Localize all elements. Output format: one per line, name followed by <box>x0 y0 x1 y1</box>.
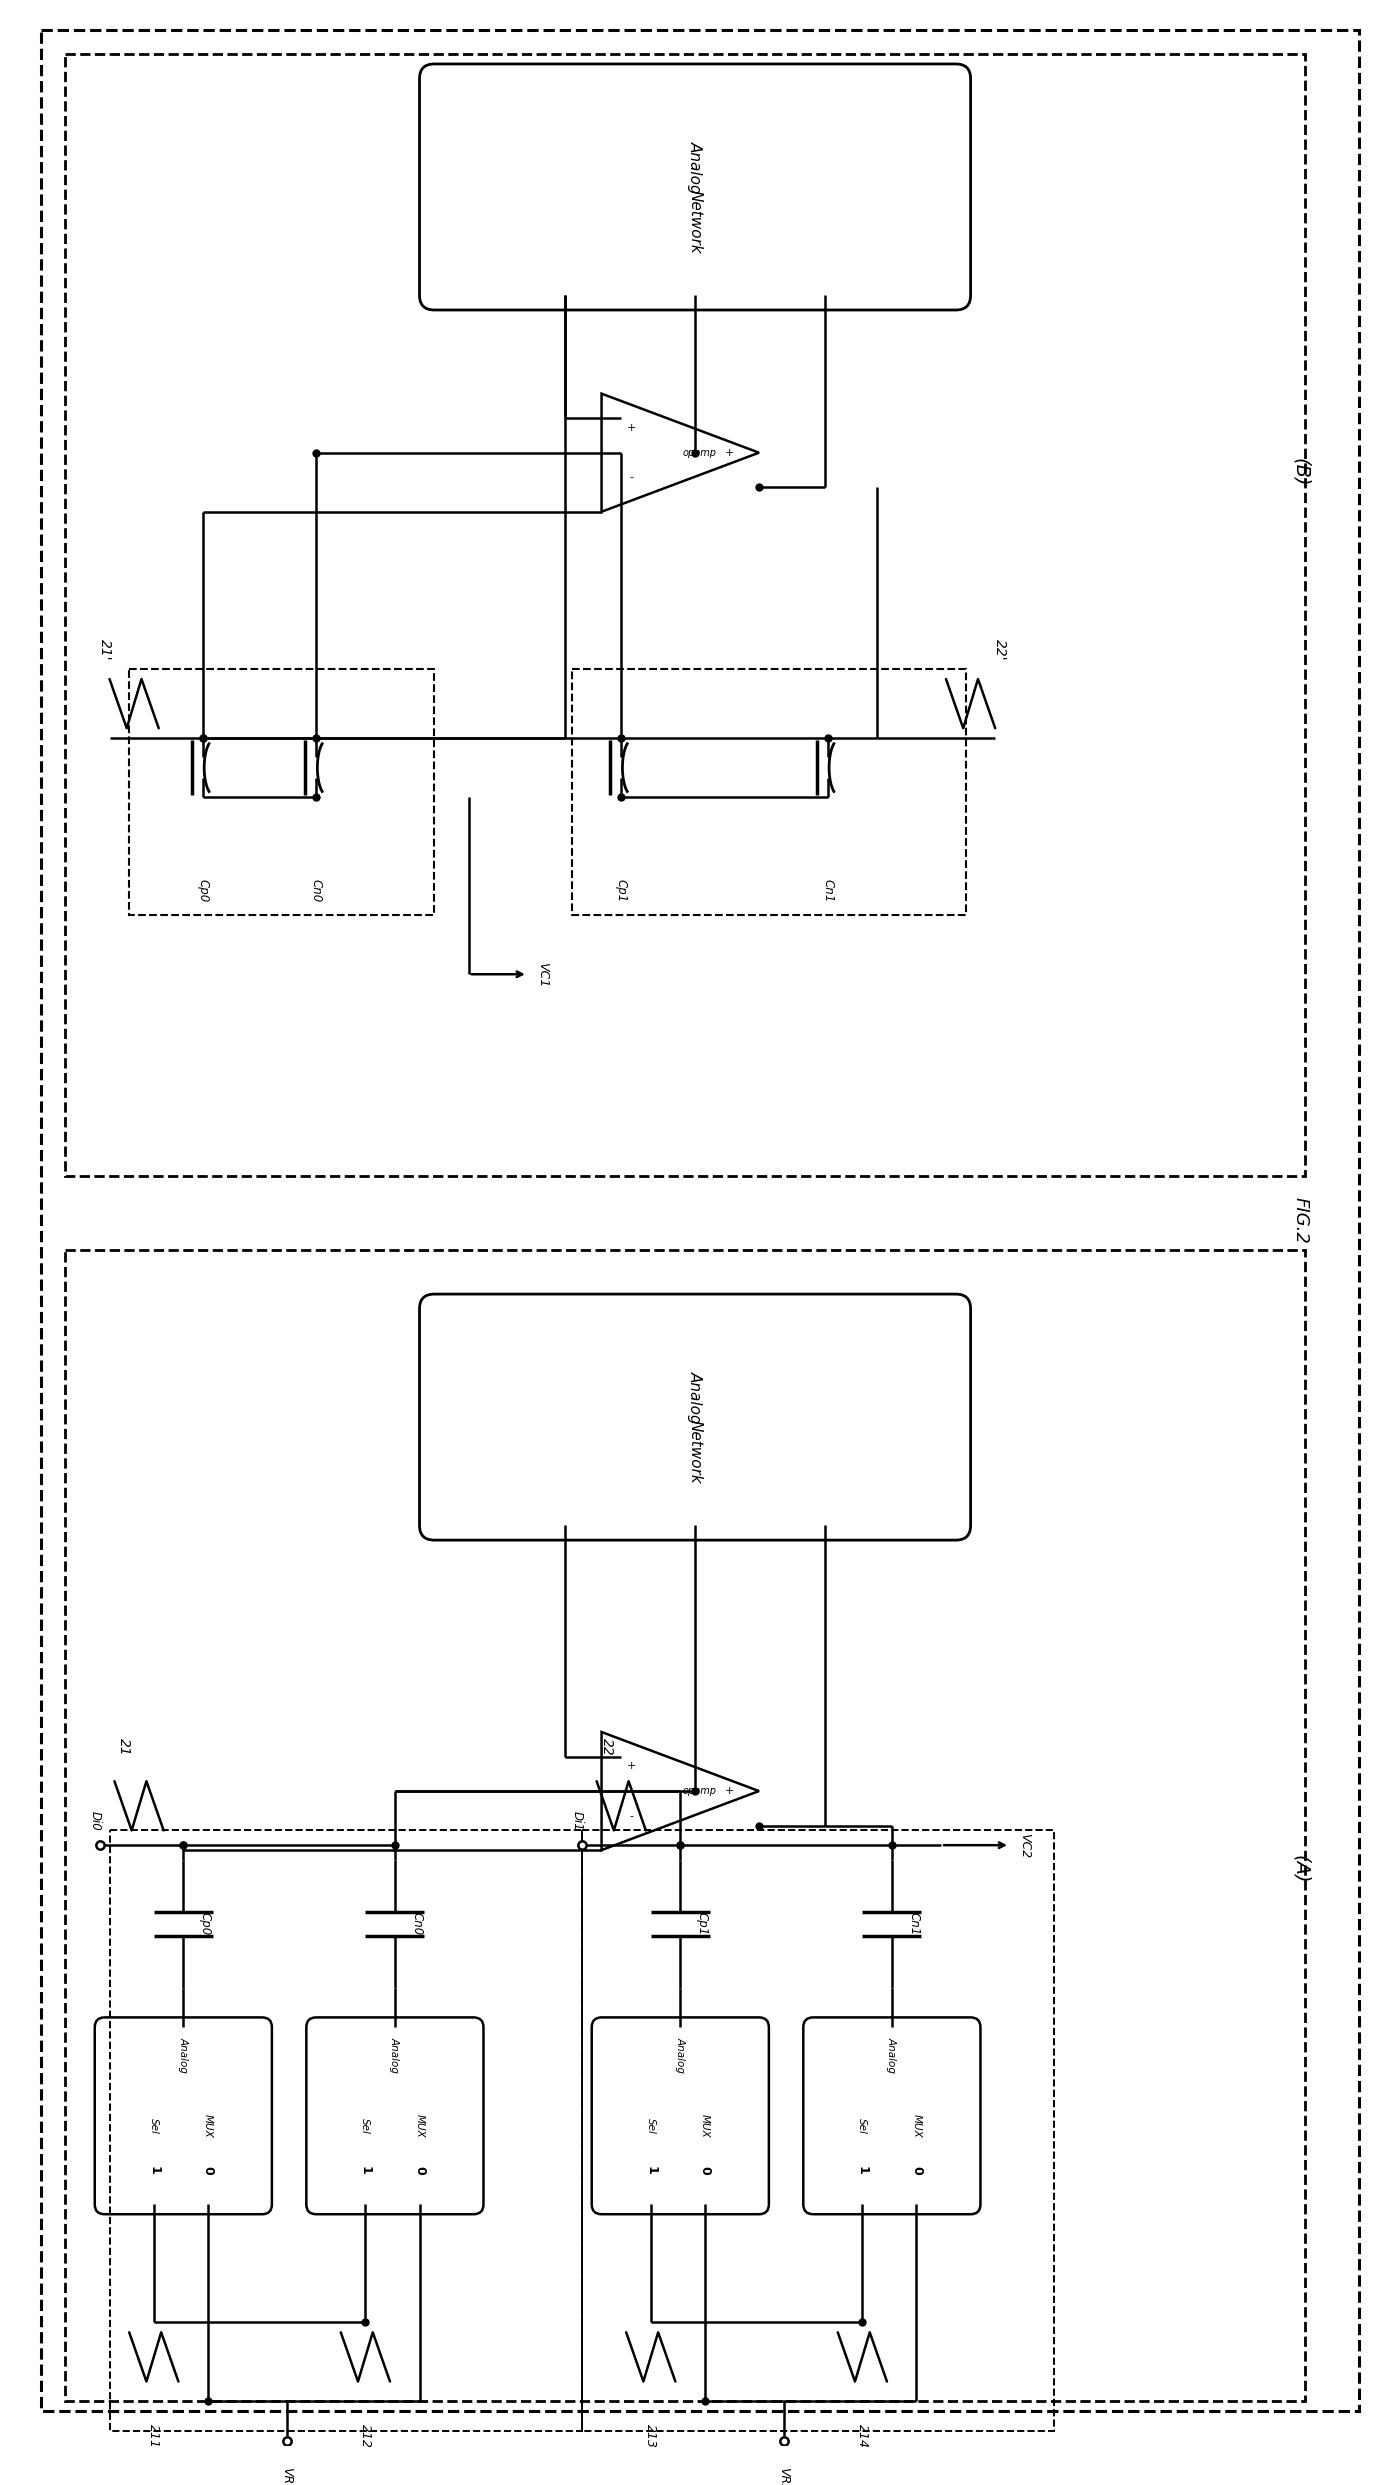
FancyBboxPatch shape <box>419 1295 971 1541</box>
Text: Network: Network <box>687 1419 703 1484</box>
Text: MUX: MUX <box>415 2115 425 2137</box>
Text: 22': 22' <box>993 639 1007 661</box>
Text: +: + <box>725 1787 735 1797</box>
Text: FIG.2: FIG.2 <box>1291 1198 1309 1242</box>
Text: Analog: Analog <box>887 2038 897 2072</box>
Text: Cp1: Cp1 <box>696 1913 708 1936</box>
Text: +: + <box>725 447 735 457</box>
Text: opamp: opamp <box>683 447 717 457</box>
Text: VC1: VC1 <box>536 962 549 987</box>
Text: 214: 214 <box>856 2423 869 2448</box>
Text: Di0: Di0 <box>88 1812 101 1831</box>
Text: +: + <box>626 1762 636 1772</box>
Text: Cn0: Cn0 <box>310 880 323 902</box>
Text: Cp1: Cp1 <box>615 880 627 902</box>
Text: 0: 0 <box>201 2164 214 2174</box>
Text: Analog: Analog <box>390 2038 400 2072</box>
FancyBboxPatch shape <box>803 2018 981 2214</box>
Text: (A): (A) <box>1291 1856 1310 1884</box>
Text: +: + <box>626 422 636 432</box>
Text: 1: 1 <box>856 2164 869 2174</box>
Text: 21: 21 <box>117 1737 131 1754</box>
Text: 0: 0 <box>698 2164 711 2174</box>
Text: Cp0: Cp0 <box>197 880 210 902</box>
Text: MUX: MUX <box>203 2115 212 2137</box>
Text: -: - <box>629 472 633 482</box>
Text: MUX: MUX <box>911 2115 922 2137</box>
Bar <box>66 1250 1305 2401</box>
Text: (B): (B) <box>1291 457 1310 487</box>
Bar <box>583 1831 1055 2430</box>
Text: VC2: VC2 <box>1018 1831 1031 1859</box>
Text: 1: 1 <box>359 2164 372 2174</box>
Text: Analog: Analog <box>179 2038 189 2072</box>
Text: 0: 0 <box>414 2164 426 2174</box>
Text: -: - <box>629 1812 633 1822</box>
Text: VR1: VR1 <box>281 2468 293 2485</box>
Text: Sel: Sel <box>149 2117 159 2135</box>
Text: Analog: Analog <box>687 1372 703 1424</box>
Text: Analog: Analog <box>687 142 703 194</box>
Text: 0: 0 <box>909 2164 923 2174</box>
Text: Cn1: Cn1 <box>821 880 834 902</box>
Text: Cp0: Cp0 <box>198 1913 211 1936</box>
Text: Analog: Analog <box>675 2038 686 2072</box>
Bar <box>129 668 434 914</box>
Text: Sel: Sel <box>645 2117 655 2135</box>
Bar <box>66 55 1305 1175</box>
Text: 211: 211 <box>147 2423 161 2448</box>
FancyBboxPatch shape <box>592 2018 768 2214</box>
Text: MUX: MUX <box>700 2115 710 2137</box>
Text: Di1: Di1 <box>570 1812 584 1831</box>
FancyBboxPatch shape <box>419 65 971 311</box>
Text: 1: 1 <box>147 2164 161 2174</box>
Text: 212: 212 <box>359 2423 372 2448</box>
FancyBboxPatch shape <box>95 2018 272 2214</box>
Text: Cn1: Cn1 <box>907 1913 921 1936</box>
FancyBboxPatch shape <box>306 2018 483 2214</box>
Text: 21': 21' <box>98 639 112 661</box>
Text: 22: 22 <box>599 1737 613 1754</box>
Text: 1: 1 <box>644 2164 657 2174</box>
Text: Sel: Sel <box>858 2117 868 2135</box>
Text: VR2: VR2 <box>777 2468 791 2485</box>
Text: Network: Network <box>687 189 703 253</box>
Text: Cn0: Cn0 <box>411 1913 423 1936</box>
Bar <box>109 1831 583 2430</box>
Bar <box>571 668 965 914</box>
Text: Sel: Sel <box>360 2117 370 2135</box>
Text: opamp: opamp <box>683 1787 717 1797</box>
Text: 213: 213 <box>644 2423 657 2448</box>
